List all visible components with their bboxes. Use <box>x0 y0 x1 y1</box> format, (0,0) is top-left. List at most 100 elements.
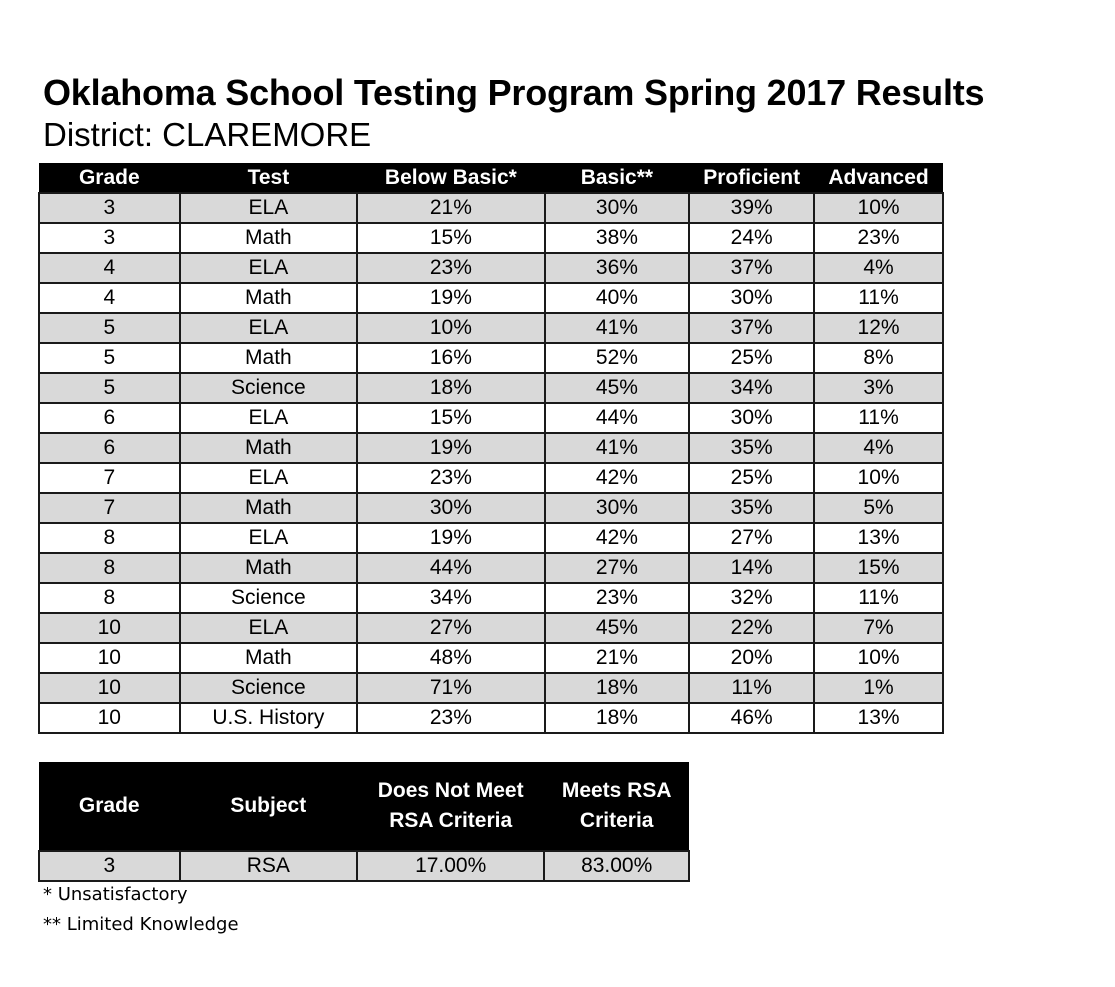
cell-basic: 40% <box>543 282 691 314</box>
table-row: 10 ELA 27% 45% 22% 7% <box>38 612 944 644</box>
table-row: 4 ELA 23% 36% 37% 4% <box>38 252 944 284</box>
cell-below-basic: 19% <box>356 282 546 314</box>
results-table: Grade Test Below Basic* Basic** Proficie… <box>38 163 944 734</box>
cell-test: Math <box>178 492 359 524</box>
table-row: 10 Science 71% 18% 11% 1% <box>38 672 944 704</box>
cell-proficient: 25% <box>688 462 816 494</box>
cell-grade: 5 <box>38 312 181 344</box>
cell-basic: 45% <box>543 372 691 404</box>
cell-advanced: 4% <box>813 432 944 464</box>
cell-basic: 30% <box>543 192 691 224</box>
cell-proficient: 24% <box>688 222 816 254</box>
results-table-body: 3 ELA 21% 30% 39% 10% 3 Math 15% 38% 24% 23% 4 ELA 23%… <box>38 192 944 734</box>
rsa-cell-subject: RSA <box>178 850 359 882</box>
cell-grade: 10 <box>38 672 181 704</box>
cell-advanced: 7% <box>813 612 944 644</box>
cell-basic: 44% <box>543 402 691 434</box>
cell-grade: 7 <box>38 492 181 524</box>
cell-advanced: 4% <box>813 252 944 284</box>
cell-advanced: 15% <box>813 552 944 584</box>
cell-below-basic: 10% <box>356 312 546 344</box>
cell-below-basic: 34% <box>356 582 546 614</box>
cell-grade: 8 <box>38 552 181 584</box>
cell-below-basic: 15% <box>356 222 546 254</box>
cell-advanced: 11% <box>813 582 944 614</box>
cell-basic: 52% <box>543 342 691 374</box>
cell-proficient: 20% <box>688 642 816 674</box>
cell-grade: 10 <box>38 612 181 644</box>
results-header-row: Grade Test Below Basic* Basic** Proficie… <box>39 163 943 193</box>
cell-grade: 8 <box>38 582 181 614</box>
cell-test: ELA <box>178 522 359 554</box>
cell-proficient: 14% <box>688 552 816 584</box>
cell-below-basic: 44% <box>356 552 546 584</box>
cell-below-basic: 30% <box>356 492 546 524</box>
cell-below-basic: 19% <box>356 432 546 464</box>
cell-below-basic: 27% <box>356 612 546 644</box>
cell-proficient: 22% <box>688 612 816 644</box>
cell-proficient: 37% <box>688 312 816 344</box>
cell-proficient: 34% <box>688 372 816 404</box>
cell-basic: 27% <box>543 552 691 584</box>
table-row: 5 Science 18% 45% 34% 3% <box>38 372 944 404</box>
rsa-cell-does-not-meet: 17.00% <box>355 850 546 882</box>
cell-grade: 8 <box>38 522 181 554</box>
cell-test: ELA <box>178 402 359 434</box>
cell-advanced: 8% <box>813 342 944 374</box>
cell-advanced: 23% <box>813 222 944 254</box>
cell-proficient: 35% <box>688 492 816 524</box>
table-row: 3 ELA 21% 30% 39% 10% <box>38 192 944 224</box>
cell-advanced: 10% <box>813 642 944 674</box>
cell-advanced: 13% <box>813 522 944 554</box>
table-row: 7 ELA 23% 42% 25% 10% <box>38 462 944 494</box>
cell-grade: 10 <box>38 642 181 674</box>
cell-advanced: 12% <box>813 312 944 344</box>
cell-basic: 18% <box>543 672 691 704</box>
rsa-header-row: Grade Subject Does Not Meet RSA Criteria … <box>39 762 689 851</box>
cell-basic: 36% <box>543 252 691 284</box>
cell-below-basic: 18% <box>356 372 546 404</box>
cell-proficient: 30% <box>688 282 816 314</box>
table-row: 4 Math 19% 40% 30% 11% <box>38 282 944 314</box>
footnote-limited-knowledge: ** Limited Knowledge <box>43 914 239 935</box>
table-row: 8 Math 44% 27% 14% 15% <box>38 552 944 584</box>
cell-grade: 7 <box>38 462 181 494</box>
cell-below-basic: 21% <box>356 192 546 224</box>
page-title: Oklahoma School Testing Program Spring 2… <box>43 72 985 113</box>
cell-proficient: 25% <box>688 342 816 374</box>
rsa-column-header-meets: Meets RSA Criteria <box>544 762 689 851</box>
table-row: 8 ELA 19% 42% 27% 13% <box>38 522 944 554</box>
table-row: 10 Math 48% 21% 20% 10% <box>38 642 944 674</box>
cell-advanced: 3% <box>813 372 944 404</box>
cell-grade: 4 <box>38 282 181 314</box>
column-header-basic: Basic** <box>544 163 690 193</box>
cell-basic: 18% <box>543 702 691 734</box>
cell-test: Math <box>178 342 359 374</box>
cell-test: Math <box>178 282 359 314</box>
table-row: 6 ELA 15% 44% 30% 11% <box>38 402 944 434</box>
cell-below-basic: 15% <box>356 402 546 434</box>
cell-basic: 23% <box>543 582 691 614</box>
cell-below-basic: 23% <box>356 462 546 494</box>
cell-test: Math <box>178 432 359 464</box>
cell-advanced: 13% <box>813 702 944 734</box>
cell-test: ELA <box>178 252 359 284</box>
cell-grade: 4 <box>38 252 181 284</box>
cell-grade: 3 <box>38 192 181 224</box>
column-header-proficient: Proficient <box>689 163 815 193</box>
cell-test: U.S. History <box>178 702 359 734</box>
cell-test: Math <box>178 552 359 584</box>
table-row: 6 Math 19% 41% 35% 4% <box>38 432 944 464</box>
rsa-cell-grade: 3 <box>38 850 181 882</box>
table-row: 3 Math 15% 38% 24% 23% <box>38 222 944 254</box>
column-header-test: Test <box>179 163 358 193</box>
district-subtitle: District: CLAREMORE <box>43 116 372 153</box>
cell-below-basic: 23% <box>356 252 546 284</box>
cell-proficient: 11% <box>688 672 816 704</box>
cell-proficient: 46% <box>688 702 816 734</box>
cell-proficient: 39% <box>688 192 816 224</box>
cell-test: Science <box>178 372 359 404</box>
cell-below-basic: 16% <box>356 342 546 374</box>
cell-below-basic: 23% <box>356 702 546 734</box>
cell-grade: 5 <box>38 342 181 374</box>
